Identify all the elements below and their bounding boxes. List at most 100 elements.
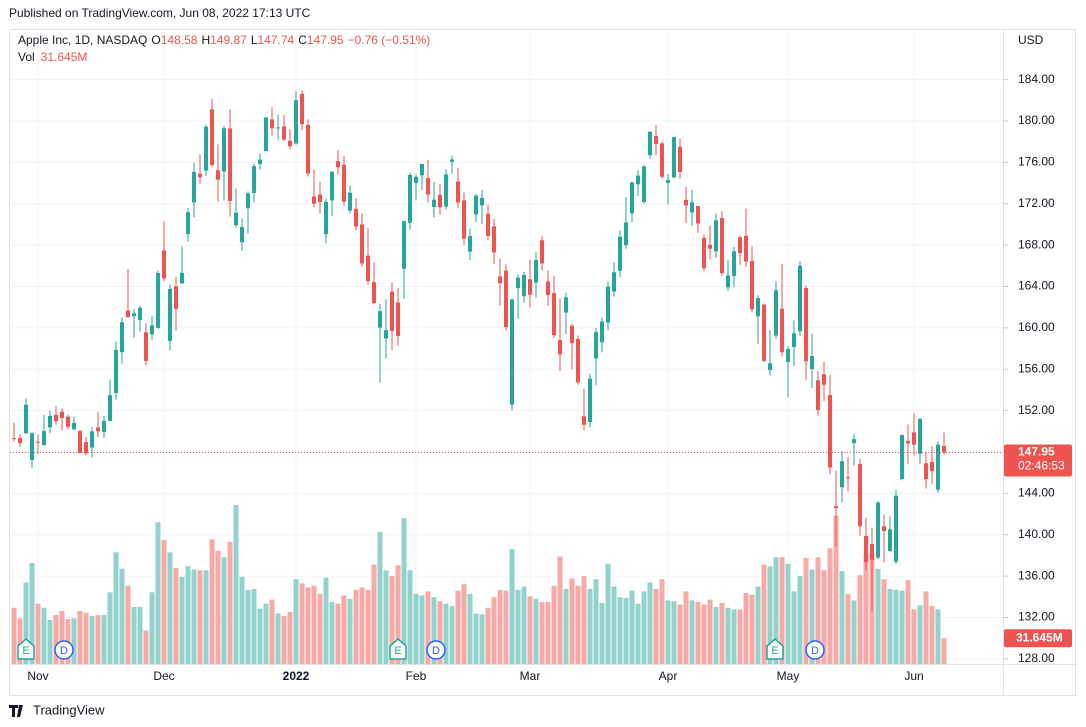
volume-bar bbox=[779, 557, 785, 664]
volume-bar bbox=[221, 557, 227, 664]
event-icon bbox=[17, 638, 35, 660]
volume-bar bbox=[593, 579, 599, 664]
candle-body bbox=[144, 332, 148, 361]
candle-body bbox=[834, 506, 838, 509]
volume-bar bbox=[443, 603, 449, 664]
candle-body bbox=[594, 332, 598, 359]
volume-bar bbox=[797, 575, 803, 664]
volume-bar bbox=[341, 595, 347, 664]
volume-bar bbox=[29, 562, 35, 664]
candle-body bbox=[72, 422, 76, 430]
candle-body bbox=[402, 221, 406, 269]
candle-body bbox=[138, 307, 142, 321]
candle-body bbox=[528, 279, 532, 295]
volume-bar bbox=[881, 579, 887, 664]
volume-bar bbox=[941, 638, 947, 664]
volume-bar bbox=[395, 565, 401, 664]
volume-bar bbox=[305, 587, 311, 664]
candle-body bbox=[444, 174, 448, 207]
volume-bar bbox=[455, 590, 461, 664]
volume-bar bbox=[41, 607, 47, 664]
volume-bar bbox=[413, 593, 419, 664]
volume-bar bbox=[377, 531, 383, 664]
volume-bar bbox=[155, 522, 161, 664]
volume-bar bbox=[665, 600, 671, 664]
candle-body bbox=[180, 272, 184, 284]
candle-body bbox=[882, 526, 886, 531]
x-tick-label: May bbox=[777, 669, 800, 683]
volume-bar bbox=[323, 577, 329, 664]
volume-bar bbox=[845, 593, 851, 664]
volume-bar bbox=[281, 615, 287, 664]
candle-body bbox=[660, 143, 664, 177]
candle-body bbox=[90, 431, 94, 448]
candle-body bbox=[546, 281, 550, 296]
event-icon bbox=[805, 640, 825, 660]
event-icon bbox=[766, 638, 784, 660]
volume-bar bbox=[641, 591, 647, 664]
volume-bar bbox=[329, 602, 335, 664]
overlay-layer: 128.00132.00136.00140.00144.00148.00152.… bbox=[10, 33, 1072, 683]
volume-bar bbox=[857, 575, 863, 664]
y-tick-label: 184.00 bbox=[1018, 72, 1055, 86]
candle-body bbox=[18, 437, 22, 444]
candle-body bbox=[390, 291, 394, 332]
volume-bar bbox=[917, 605, 923, 664]
event-marker: E bbox=[766, 638, 784, 660]
candle-body bbox=[678, 146, 682, 173]
candle-body bbox=[198, 173, 202, 178]
volume-bar bbox=[851, 600, 857, 664]
volume-bar bbox=[737, 609, 743, 664]
candle-body bbox=[906, 440, 910, 444]
candle-body bbox=[414, 176, 418, 183]
candle-body bbox=[450, 159, 454, 162]
candle-body bbox=[606, 286, 610, 323]
volume-bar bbox=[707, 599, 713, 664]
candle-body bbox=[936, 444, 940, 490]
event-marker: D bbox=[805, 640, 825, 660]
candle-body bbox=[228, 128, 232, 202]
candle-body bbox=[30, 433, 34, 461]
volume-bar bbox=[197, 570, 203, 664]
volume-bar bbox=[863, 553, 869, 664]
y-tick-label: 172.00 bbox=[1018, 196, 1055, 210]
candle-body bbox=[642, 166, 646, 202]
candle-body bbox=[570, 325, 574, 344]
volume-bar bbox=[107, 592, 113, 664]
last-price-label: 147.95 bbox=[1018, 445, 1055, 459]
volume-value-box bbox=[1004, 629, 1072, 648]
volume-bar bbox=[533, 598, 539, 664]
symbol-title: Apple Inc, 1D, NASDAQ bbox=[18, 33, 147, 47]
candle-body bbox=[258, 159, 262, 164]
volume-bar bbox=[515, 589, 521, 664]
candle-body bbox=[330, 171, 334, 201]
candle-body bbox=[690, 202, 694, 213]
candle-body bbox=[384, 330, 388, 339]
volume-bar bbox=[905, 580, 911, 664]
candle-body bbox=[462, 200, 466, 239]
volume-bar bbox=[485, 607, 491, 664]
event-label: E bbox=[394, 645, 401, 657]
volume-bar bbox=[569, 578, 575, 664]
volume-bar bbox=[749, 594, 755, 664]
candle-body bbox=[186, 212, 190, 234]
x-tick-label: Apr bbox=[659, 669, 678, 683]
volume-bar bbox=[11, 607, 17, 664]
candle-body bbox=[876, 502, 880, 558]
volume-bar bbox=[647, 582, 653, 664]
candle-body bbox=[552, 293, 556, 336]
volume-bar bbox=[545, 602, 551, 664]
y-tick-label: 140.00 bbox=[1018, 527, 1055, 541]
candle-body bbox=[738, 237, 742, 254]
candle-body bbox=[522, 274, 526, 297]
candle-body bbox=[786, 348, 790, 362]
event-icon bbox=[389, 638, 407, 660]
x-tick-label: Dec bbox=[153, 669, 174, 683]
volume-bar bbox=[227, 541, 233, 664]
candle-body bbox=[516, 277, 520, 289]
candle-body bbox=[36, 441, 40, 443]
candle-layer bbox=[12, 90, 946, 612]
volume-bar bbox=[635, 603, 641, 664]
candle-body bbox=[474, 195, 478, 215]
